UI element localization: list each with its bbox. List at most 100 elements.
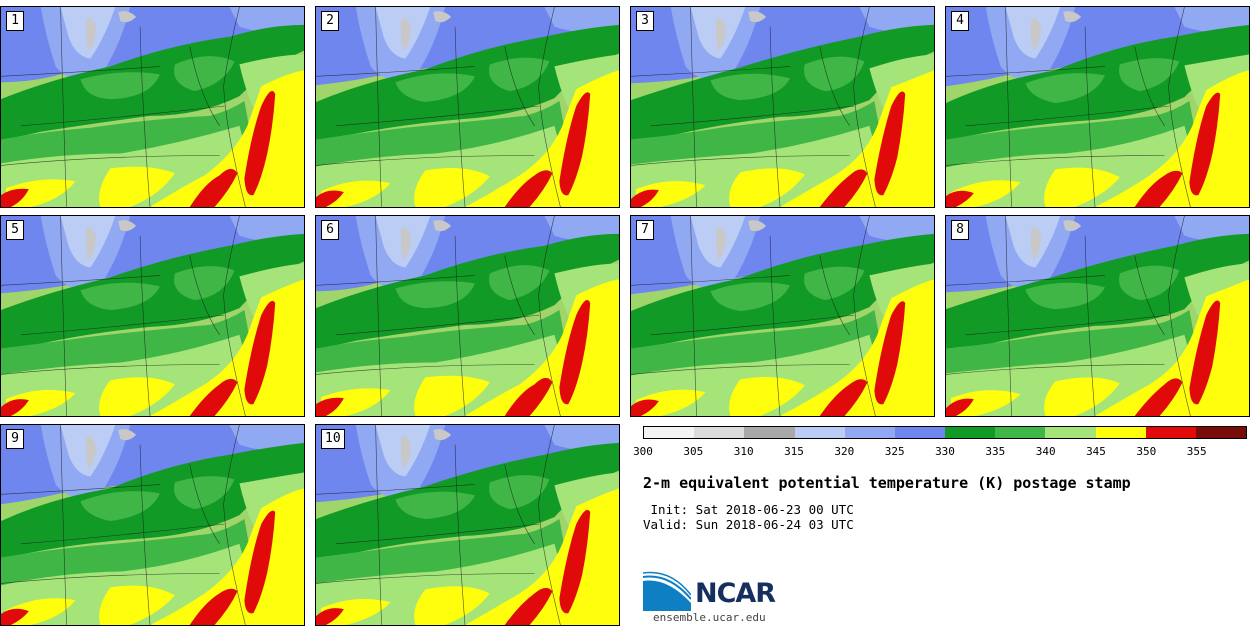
member-map-panel: 1 <box>0 6 305 208</box>
state-border-line <box>60 216 67 416</box>
state-border-line <box>316 155 535 166</box>
state-border-line <box>139 235 151 416</box>
theta-e-contour-region <box>118 220 137 232</box>
theta-e-contour-region <box>710 282 790 312</box>
state-border-line <box>650 105 855 127</box>
colorbar-tick-label: 310 <box>733 445 754 458</box>
theta-e-contour-region <box>1189 92 1221 196</box>
state-border-line <box>769 26 781 207</box>
colorbar-tick-label: 330 <box>935 445 955 458</box>
theta-e-contour-region <box>400 436 412 469</box>
colorbar-segment <box>1045 427 1096 438</box>
state-border-line <box>504 46 535 126</box>
member-label: 2 <box>321 11 339 31</box>
state-border-line <box>189 255 220 335</box>
theta-e-contour-region <box>85 436 97 469</box>
theta-e-contour-region <box>118 429 137 441</box>
state-border-line <box>316 573 535 584</box>
member-label: 9 <box>6 429 24 449</box>
theta-e-contour-region <box>729 376 805 416</box>
theta-e-contour-region <box>1025 282 1105 310</box>
colorbar-tick-label: 350 <box>1136 445 1157 458</box>
colorbar-segment <box>1095 427 1146 438</box>
theta-e-contour-region <box>5 389 76 416</box>
colorbar-tick-label: 335 <box>985 445 1006 458</box>
theta-e-contour-region <box>244 91 276 196</box>
theta-e-contour-region <box>229 425 304 451</box>
member-map-panel: 10 <box>315 424 620 626</box>
theta-e-contour-region <box>804 56 865 92</box>
state-border-line <box>853 216 876 416</box>
member-map <box>1 216 304 416</box>
member-map-panel: 8 <box>945 215 1250 417</box>
colorbar-tick-label: 315 <box>784 445 804 458</box>
state-border-line <box>1168 7 1191 207</box>
state-border-line <box>819 255 850 335</box>
member-label: 6 <box>321 220 339 240</box>
state-border-line <box>454 26 466 207</box>
state-border-line <box>20 314 225 336</box>
member-map <box>631 7 934 207</box>
theta-e-contour-region <box>395 491 475 520</box>
theta-e-contour-region <box>715 18 727 51</box>
theta-e-contour-region <box>635 181 706 207</box>
theta-e-contour-region <box>174 476 235 510</box>
theta-e-contour-region <box>874 301 906 405</box>
theta-e-contour-region <box>1174 216 1249 242</box>
theta-e-contour-region <box>819 379 868 416</box>
theta-e-contour-region <box>804 266 865 301</box>
theta-e-contour-region <box>559 92 591 196</box>
theta-e-contour-region <box>1025 73 1105 104</box>
theta-e-contour-region <box>631 189 659 207</box>
member-label: 7 <box>636 220 654 240</box>
state-border-line <box>504 255 535 335</box>
theta-e-contour-region <box>433 220 452 232</box>
state-border-line <box>1134 46 1165 126</box>
theta-e-contour-region <box>316 190 344 207</box>
state-border-line <box>1005 216 1012 416</box>
theta-e-contour-region <box>729 168 805 207</box>
theta-e-contour-region <box>559 509 591 614</box>
member-map <box>946 216 1249 416</box>
state-border-line <box>223 216 246 416</box>
member-map-panel: 5 <box>0 215 305 417</box>
theta-e-contour-region <box>1189 300 1221 405</box>
theta-e-contour-region <box>316 397 344 416</box>
member-map <box>946 7 1249 207</box>
colorbar-segment <box>894 427 946 438</box>
state-border-line <box>538 425 561 625</box>
state-border-line <box>1168 216 1191 416</box>
colorbar-segment <box>694 427 745 438</box>
theta-e-contour-region <box>320 598 391 625</box>
state-border-line <box>690 216 697 416</box>
colorbar-tick-label: 305 <box>683 445 704 458</box>
theta-e-contour-region <box>99 585 175 625</box>
state-border-line <box>853 7 876 207</box>
theta-e-contour-region <box>874 91 906 196</box>
theta-e-contour-region <box>414 586 490 625</box>
member-map-panel: 3 <box>630 6 935 208</box>
theta-e-contour-region <box>433 11 452 23</box>
theta-e-contour-region <box>85 18 97 51</box>
state-border-line <box>375 216 382 416</box>
theta-e-contour-region <box>1030 18 1042 51</box>
theta-e-contour-region <box>635 389 706 416</box>
colorbar-segment <box>744 427 795 438</box>
member-map-panel: 4 <box>945 6 1250 208</box>
state-border-line <box>946 155 1165 166</box>
member-map <box>316 425 619 625</box>
theta-e-contour-region <box>1044 377 1120 416</box>
member-map <box>631 216 934 416</box>
state-border-line <box>965 314 1170 336</box>
theta-e-contour-region <box>950 390 1021 416</box>
colorbar-tick-label: 320 <box>834 445 855 458</box>
theta-e-contour-region <box>946 398 974 416</box>
state-border-line <box>316 364 535 375</box>
state-border-line <box>454 444 466 625</box>
theta-e-contour-region <box>395 281 475 309</box>
colorbar-tick-label: 345 <box>1086 445 1106 458</box>
state-border-line <box>946 364 1165 375</box>
state-border-line <box>223 7 246 207</box>
theta-e-contour-region <box>433 429 452 441</box>
member-label: 3 <box>636 11 654 31</box>
